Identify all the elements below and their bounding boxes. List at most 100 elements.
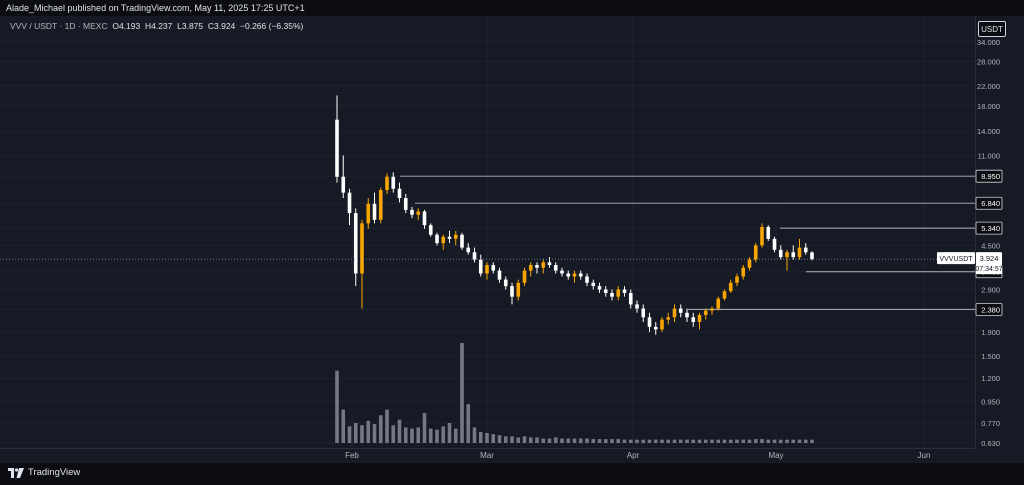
level-label-box — [975, 302, 1003, 316]
candle-body — [653, 326, 658, 330]
candle-body — [553, 265, 558, 271]
price-tick-label: 14.000 — [977, 127, 1000, 136]
bottom-bar — [0, 463, 1024, 485]
volume-bar — [560, 438, 564, 443]
candle-body — [747, 259, 752, 268]
volume-bar — [335, 370, 339, 443]
volume-bar — [566, 438, 571, 443]
volume-bar — [528, 437, 533, 443]
volume-bar — [397, 419, 402, 443]
candle-body — [510, 286, 514, 297]
volume-bar — [735, 439, 739, 443]
candle-body — [547, 262, 552, 266]
candle-body — [616, 289, 621, 297]
candle-body — [610, 293, 614, 297]
volume-bar — [760, 439, 764, 443]
candle-body — [378, 190, 383, 220]
price-tick-label: 6.840 — [981, 199, 1000, 208]
volume-bar — [547, 438, 552, 443]
volume-bar — [647, 439, 652, 443]
candle-body — [403, 198, 408, 210]
candle-body — [660, 319, 664, 330]
volume-bar — [691, 439, 696, 443]
tradingview-brand[interactable]: TradingView — [8, 467, 80, 478]
price-tick-label: 4.500 — [981, 241, 1000, 250]
candle-body — [672, 308, 677, 318]
price-tick-label: 34.000 — [977, 38, 1000, 47]
symbol-tag: VVVUSDT — [939, 256, 973, 263]
price-tick-label: 5.340 — [981, 224, 1000, 233]
candle-body — [353, 213, 358, 274]
candle-body — [572, 273, 577, 277]
volume-bar — [466, 404, 471, 443]
candle-body — [391, 176, 396, 189]
volume-bar — [341, 409, 346, 443]
candle-body — [722, 291, 727, 299]
candle-body — [422, 211, 427, 226]
candle-body — [703, 310, 708, 316]
candle-body — [666, 317, 671, 320]
candle-body — [522, 270, 527, 283]
candle-body — [428, 225, 433, 235]
price-tag-box — [976, 252, 1002, 275]
candle-body — [466, 247, 471, 253]
volume-bar — [597, 439, 602, 443]
volume-bar — [578, 438, 583, 443]
candle-body — [472, 252, 477, 260]
legend-high: H4.237 — [144, 21, 173, 31]
candle-body — [560, 270, 564, 274]
volume-bar — [410, 428, 414, 443]
candle-body — [410, 209, 414, 215]
candle-body — [416, 211, 421, 215]
candle-body — [485, 265, 489, 274]
candle-body — [366, 203, 371, 224]
candle-body — [753, 245, 758, 260]
time-tick-label: Apr — [627, 451, 640, 460]
bar-countdown-label: 07:34:57 — [975, 266, 1002, 273]
volume-bar — [497, 435, 502, 443]
volume-bar — [772, 439, 777, 443]
volume-bar — [378, 415, 383, 443]
candle-body — [385, 176, 389, 191]
tradingview-logo-icon — [8, 467, 24, 478]
candle-body — [641, 308, 646, 318]
candle-body — [435, 234, 439, 244]
volume-bar — [660, 439, 664, 443]
time-axis[interactable] — [0, 448, 975, 464]
candle-body — [685, 312, 689, 318]
candle-body — [478, 259, 483, 274]
currency-button[interactable]: USDT — [978, 21, 1006, 37]
volume-bar — [541, 438, 546, 443]
time-tick-label: Mar — [480, 451, 494, 460]
candle-body — [710, 308, 714, 311]
volume-bar — [741, 439, 746, 443]
volume-bar — [703, 439, 708, 443]
volume-bar — [678, 439, 683, 443]
publish-info: Alade_Michael published on TradingView.c… — [6, 3, 305, 13]
volume-bar — [622, 439, 627, 443]
volume-bar — [635, 439, 639, 443]
candle-body — [797, 247, 802, 258]
candle-body — [772, 238, 777, 250]
volume-bar — [485, 433, 489, 443]
volume-bar — [353, 423, 358, 443]
volume-bar — [603, 439, 608, 443]
price-tick-label: 2.380 — [981, 305, 1000, 314]
price-tick-label: 28.000 — [977, 58, 1000, 67]
time-tick-label: Jun — [918, 451, 931, 460]
time-tick-label: May — [768, 451, 783, 460]
legend-low: L3.875 — [177, 21, 204, 31]
price-tick-label: 11.000 — [978, 151, 1000, 160]
candle-body — [566, 273, 571, 277]
symbol-tag-box — [937, 252, 975, 265]
price-tick-label: 1.200 — [981, 374, 1000, 383]
candle-body — [372, 203, 377, 220]
candle-body — [503, 279, 508, 287]
current-price-label: 3.924 — [980, 254, 999, 263]
volume-bar — [610, 439, 614, 443]
volume-bar — [478, 431, 483, 443]
volume-bar — [797, 439, 802, 443]
legend-close: C3.924 — [207, 21, 236, 31]
volume-bar — [491, 434, 496, 443]
volume-bar — [453, 428, 458, 443]
